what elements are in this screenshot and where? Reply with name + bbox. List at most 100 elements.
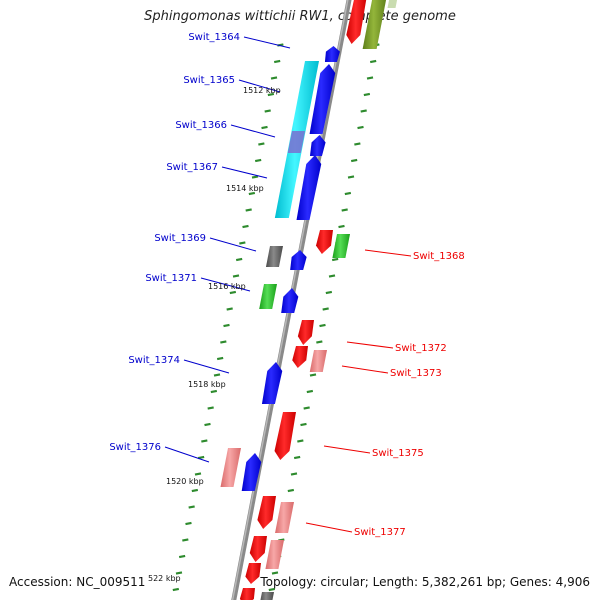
tick-dot-right bbox=[350, 158, 358, 163]
gene-swit-1374 bbox=[261, 362, 283, 404]
gene-top-olive bbox=[362, 0, 387, 49]
tick-dot-left bbox=[172, 587, 180, 592]
tick-dot-left bbox=[245, 208, 252, 212]
gene-pink-left bbox=[220, 448, 241, 487]
tick-dot-right bbox=[319, 323, 326, 328]
gene-label-leader bbox=[323, 445, 371, 454]
tick-dot-left bbox=[258, 142, 265, 146]
gene-swit-1364 bbox=[324, 46, 340, 62]
tick-dot-right bbox=[357, 125, 364, 130]
gene-label-leader bbox=[243, 36, 291, 49]
accession-text: Accession: NC_009511 bbox=[9, 575, 146, 589]
tick-dot-left bbox=[251, 175, 259, 179]
tick-dot-right bbox=[287, 488, 295, 493]
gene-label-leader bbox=[221, 166, 268, 179]
tick-dot-left bbox=[188, 505, 195, 509]
gene-label: Swit_1376 bbox=[109, 442, 161, 453]
tick-dot-right bbox=[347, 175, 355, 179]
tick-dot-right bbox=[268, 587, 276, 592]
tick-dot-left bbox=[213, 373, 221, 377]
gene-red-e bbox=[239, 588, 255, 600]
tick-dot-left bbox=[175, 571, 183, 575]
tick-dot-right bbox=[341, 208, 348, 212]
gene-label: Swit_1371 bbox=[145, 273, 197, 284]
gene-swit-1371-green bbox=[259, 284, 277, 309]
tick-dot-left bbox=[267, 92, 275, 97]
gene-swit-1373 bbox=[309, 350, 327, 372]
gene-label: Swit_1372 bbox=[395, 343, 447, 354]
tick-dot-right bbox=[354, 142, 361, 146]
tick-dot-left bbox=[178, 554, 186, 559]
tick-dot-right bbox=[303, 406, 310, 410]
gene-swit-1371 bbox=[281, 288, 299, 313]
tick-dot-left bbox=[223, 323, 230, 328]
gene-label-leader bbox=[341, 365, 389, 374]
tick-dot-left bbox=[273, 59, 281, 64]
gene-label: Swit_1367 bbox=[166, 162, 218, 173]
tick-dot-right bbox=[297, 439, 304, 443]
gene-label-leader bbox=[346, 341, 394, 349]
gene-pink-c bbox=[265, 540, 284, 569]
tick-dot-right bbox=[338, 224, 345, 229]
highlight-overlap bbox=[287, 131, 305, 153]
tick-dot-right bbox=[306, 389, 314, 394]
tick-dot-left bbox=[182, 538, 189, 542]
kbp-tick-label: 1514 kbp bbox=[226, 184, 264, 193]
tick-dot-left bbox=[248, 191, 256, 196]
gene-label: Swit_1365 bbox=[183, 75, 235, 86]
tick-dot-left bbox=[264, 109, 271, 113]
tick-dot-right bbox=[366, 76, 374, 80]
tick-dot-left bbox=[201, 439, 208, 443]
gene-label-leader bbox=[364, 249, 412, 257]
gene-gray-a bbox=[265, 246, 283, 267]
tick-dot-right bbox=[363, 92, 371, 97]
tick-dot-left bbox=[270, 76, 278, 80]
tick-dot-right bbox=[290, 472, 298, 476]
tick-dot-left bbox=[220, 340, 227, 344]
tick-dot-left bbox=[207, 406, 214, 410]
gene-top-red bbox=[346, 0, 367, 44]
topology-text: Topology: circular; Length: 5,382,261 bp… bbox=[260, 575, 590, 589]
tick-dot-left bbox=[197, 455, 205, 460]
tick-dot-right bbox=[331, 257, 339, 262]
gene-gray-b bbox=[260, 592, 274, 600]
gene-red-d bbox=[245, 563, 261, 584]
tick-dot-right bbox=[344, 191, 352, 196]
tick-dot-left bbox=[185, 521, 192, 526]
tick-dot-right bbox=[316, 340, 323, 344]
gene-label: Swit_1375 bbox=[372, 448, 424, 459]
gene-label-leader bbox=[200, 277, 251, 292]
kbp-tick-label: 522 kbp bbox=[148, 574, 181, 583]
gene-label-leader bbox=[305, 522, 353, 533]
gene-label: Swit_1366 bbox=[175, 120, 227, 131]
tick-dot-left bbox=[242, 224, 249, 229]
tick-dot-left bbox=[239, 241, 246, 245]
gene-label-leader bbox=[230, 124, 276, 138]
gene-red-a bbox=[297, 320, 314, 345]
kbp-tick-label: 1516 kbp bbox=[208, 282, 246, 291]
tick-dot-left bbox=[261, 125, 268, 130]
gene-label: Swit_1364 bbox=[188, 32, 240, 43]
tick-dot-left bbox=[226, 307, 233, 311]
tick-dot-left bbox=[204, 422, 211, 427]
kbp-tick-label: 1520 kbp bbox=[166, 477, 204, 486]
gene-green-right bbox=[332, 234, 350, 258]
tick-dot-left bbox=[194, 472, 202, 476]
gene-label: Swit_1377 bbox=[354, 527, 406, 538]
gene-swit-1376 bbox=[241, 453, 262, 491]
gene-red-b bbox=[257, 496, 276, 529]
gene-swit-1377 bbox=[275, 502, 294, 533]
gene-red-c bbox=[249, 536, 267, 562]
gene-swit-1367 bbox=[296, 155, 322, 220]
gene-top-pale bbox=[387, 0, 398, 8]
gene-swit-1368 bbox=[316, 230, 333, 254]
gene-swit-1372 bbox=[292, 346, 308, 368]
tick-dot-right bbox=[293, 455, 301, 460]
tick-dot-left bbox=[254, 158, 262, 163]
tick-dot-left bbox=[210, 389, 218, 394]
tick-dot-right bbox=[360, 109, 367, 113]
tick-dot-left bbox=[216, 356, 224, 361]
gene-label-leader bbox=[238, 79, 281, 93]
tick-dot-right bbox=[328, 274, 336, 278]
